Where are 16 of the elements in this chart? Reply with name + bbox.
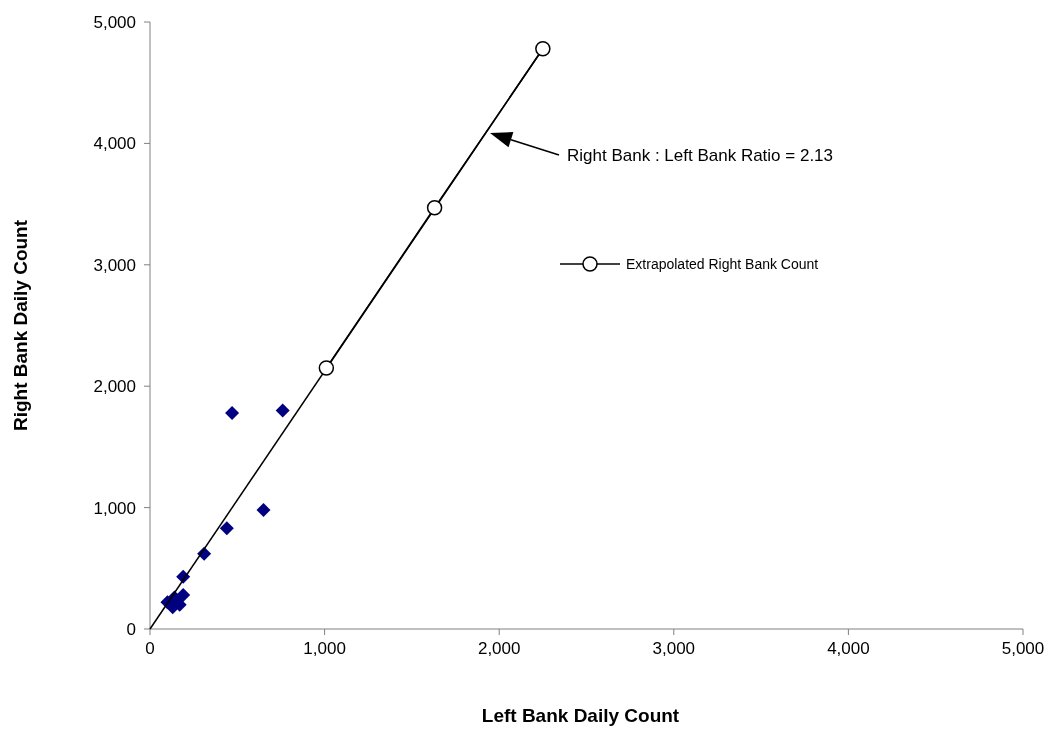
- y-tick-label: 2,000: [93, 377, 136, 397]
- x-axis-title: Left Bank Daily Count: [481, 705, 680, 726]
- y-tick-label: 1,000: [93, 498, 136, 518]
- x-tick-label: 2,000: [477, 639, 521, 658]
- y-tick-label: 0: [126, 620, 136, 639]
- legend-label: Extrapolated Right Bank Count: [626, 256, 819, 272]
- x-tick-label: 5,000: [1001, 639, 1045, 658]
- y-axis-title: Right Bank Daily Count: [10, 219, 31, 432]
- y-tick-label: 5,000: [93, 13, 136, 32]
- x-tick-label: 4,000: [827, 639, 870, 658]
- y-tick-label: 4,000: [93, 134, 136, 154]
- x-tick-label: 0: [145, 639, 155, 658]
- x-tick-label: 1,000: [303, 639, 346, 658]
- y-tick-label: 3,000: [93, 255, 136, 275]
- x-tick-label: 3,000: [652, 639, 696, 658]
- annotation: Right Bank : Left Bank Ratio = 2.13: [567, 146, 834, 165]
